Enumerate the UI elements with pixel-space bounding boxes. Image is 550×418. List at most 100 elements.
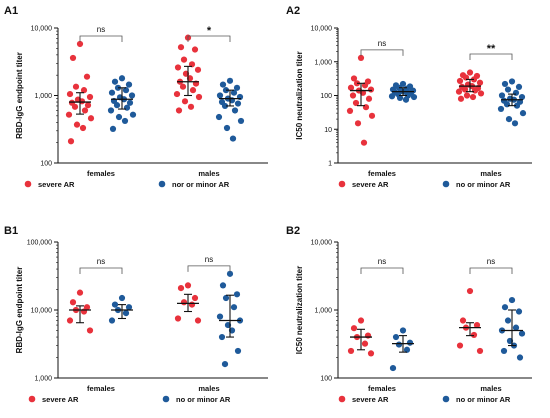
data-point (233, 291, 241, 298)
panel-label: A2 (286, 5, 300, 17)
group-females-severe (65, 40, 95, 145)
y-tick-label: 100 (40, 161, 52, 168)
data-point (395, 341, 403, 348)
panel-label: B1 (4, 225, 18, 237)
data-point (350, 325, 358, 332)
data-point (179, 83, 187, 90)
data-point (410, 93, 418, 101)
data-point (470, 331, 478, 339)
y-tick-label: 10 (324, 127, 332, 134)
legend-marker (158, 180, 166, 188)
group-males-minor (215, 77, 245, 142)
data-point (83, 73, 91, 80)
data-point (194, 317, 202, 324)
bracket-line (187, 35, 231, 42)
data-point (128, 92, 136, 99)
data-point (216, 92, 224, 99)
category-label: males (198, 384, 219, 393)
group-males-severe (174, 282, 202, 324)
data-point (84, 102, 92, 109)
y-axis-label: IC50 neutralization titer (295, 51, 304, 139)
legend-marker (338, 395, 346, 403)
bracket-line (187, 265, 231, 272)
data-point (365, 95, 373, 102)
data-point (69, 299, 77, 306)
data-point (473, 321, 481, 329)
data-point (191, 46, 199, 53)
data-point (218, 333, 226, 341)
panel-label: B2 (286, 225, 300, 237)
data-point (226, 77, 234, 84)
data-point (229, 135, 237, 142)
legend-marker (442, 395, 450, 403)
significance-label: ** (487, 43, 496, 55)
data-point (175, 107, 183, 114)
data-point (388, 93, 396, 100)
data-point (399, 327, 407, 334)
significance-label: ns (378, 39, 386, 48)
data-point (191, 294, 199, 302)
data-point (501, 304, 509, 311)
significance-bracket: * (187, 25, 231, 42)
data-point (107, 107, 115, 114)
data-point (86, 327, 94, 334)
data-point (367, 86, 375, 93)
data-point (456, 342, 464, 349)
data-point (177, 44, 185, 51)
data-point (368, 112, 376, 119)
data-point (518, 330, 526, 337)
legend-label: no or minor AR (176, 395, 231, 404)
data-point (477, 90, 485, 97)
group-females-minor (388, 80, 418, 103)
bracket-line (79, 35, 123, 42)
significance-bracket: ns (79, 25, 123, 42)
data-point (357, 54, 365, 62)
group-females-minor (108, 294, 133, 324)
group-females-minor (107, 75, 137, 133)
data-point (72, 83, 80, 90)
y-tick-label: 1,000 (34, 93, 52, 100)
data-point (80, 87, 88, 94)
data-point (181, 98, 189, 105)
data-point (66, 317, 74, 324)
data-point (118, 75, 126, 82)
data-point (508, 78, 516, 85)
category-label: males (480, 169, 501, 178)
data-point (347, 84, 355, 91)
data-point (402, 96, 410, 103)
significance-label: ns (205, 255, 213, 264)
panel-a1: A1 100 1,000 10,000 RBD-IgG endpoint titer fe… (4, 5, 268, 189)
data-point (505, 115, 513, 123)
group-males-minor (498, 296, 526, 361)
data-point (466, 287, 474, 295)
data-point (125, 81, 133, 88)
significance-bracket: ns (360, 257, 404, 274)
data-point (231, 107, 239, 114)
legend: severe AR nor or minor AR (24, 180, 230, 189)
data-point (504, 317, 512, 324)
legend-marker (338, 180, 346, 188)
y-tick-label: 10,000 (311, 240, 333, 247)
legend-label: severe AR (352, 180, 389, 189)
data-point (501, 80, 509, 88)
data-point (518, 93, 526, 101)
legend-label: severe AR (352, 395, 389, 404)
data-point (73, 121, 81, 128)
data-point (126, 99, 134, 106)
data-point (466, 69, 474, 76)
bracket-line (469, 267, 513, 274)
data-point (230, 304, 238, 311)
legend-label: no or minor AR (456, 395, 511, 404)
y-tick-label: 1,000 (314, 59, 332, 66)
data-point (189, 87, 197, 94)
group-females-severe (346, 54, 376, 146)
data-point (108, 89, 116, 96)
y-tick-label: 100,000 (27, 240, 52, 247)
data-point (459, 317, 467, 324)
group-males-severe (456, 287, 484, 355)
significance-bracket: ns (360, 39, 404, 56)
data-point (66, 90, 74, 98)
panel-a2: A2 1 10 100 1,000 10,000 IC50 neutralization t… (286, 5, 532, 189)
legend-label: severe AR (38, 180, 75, 189)
